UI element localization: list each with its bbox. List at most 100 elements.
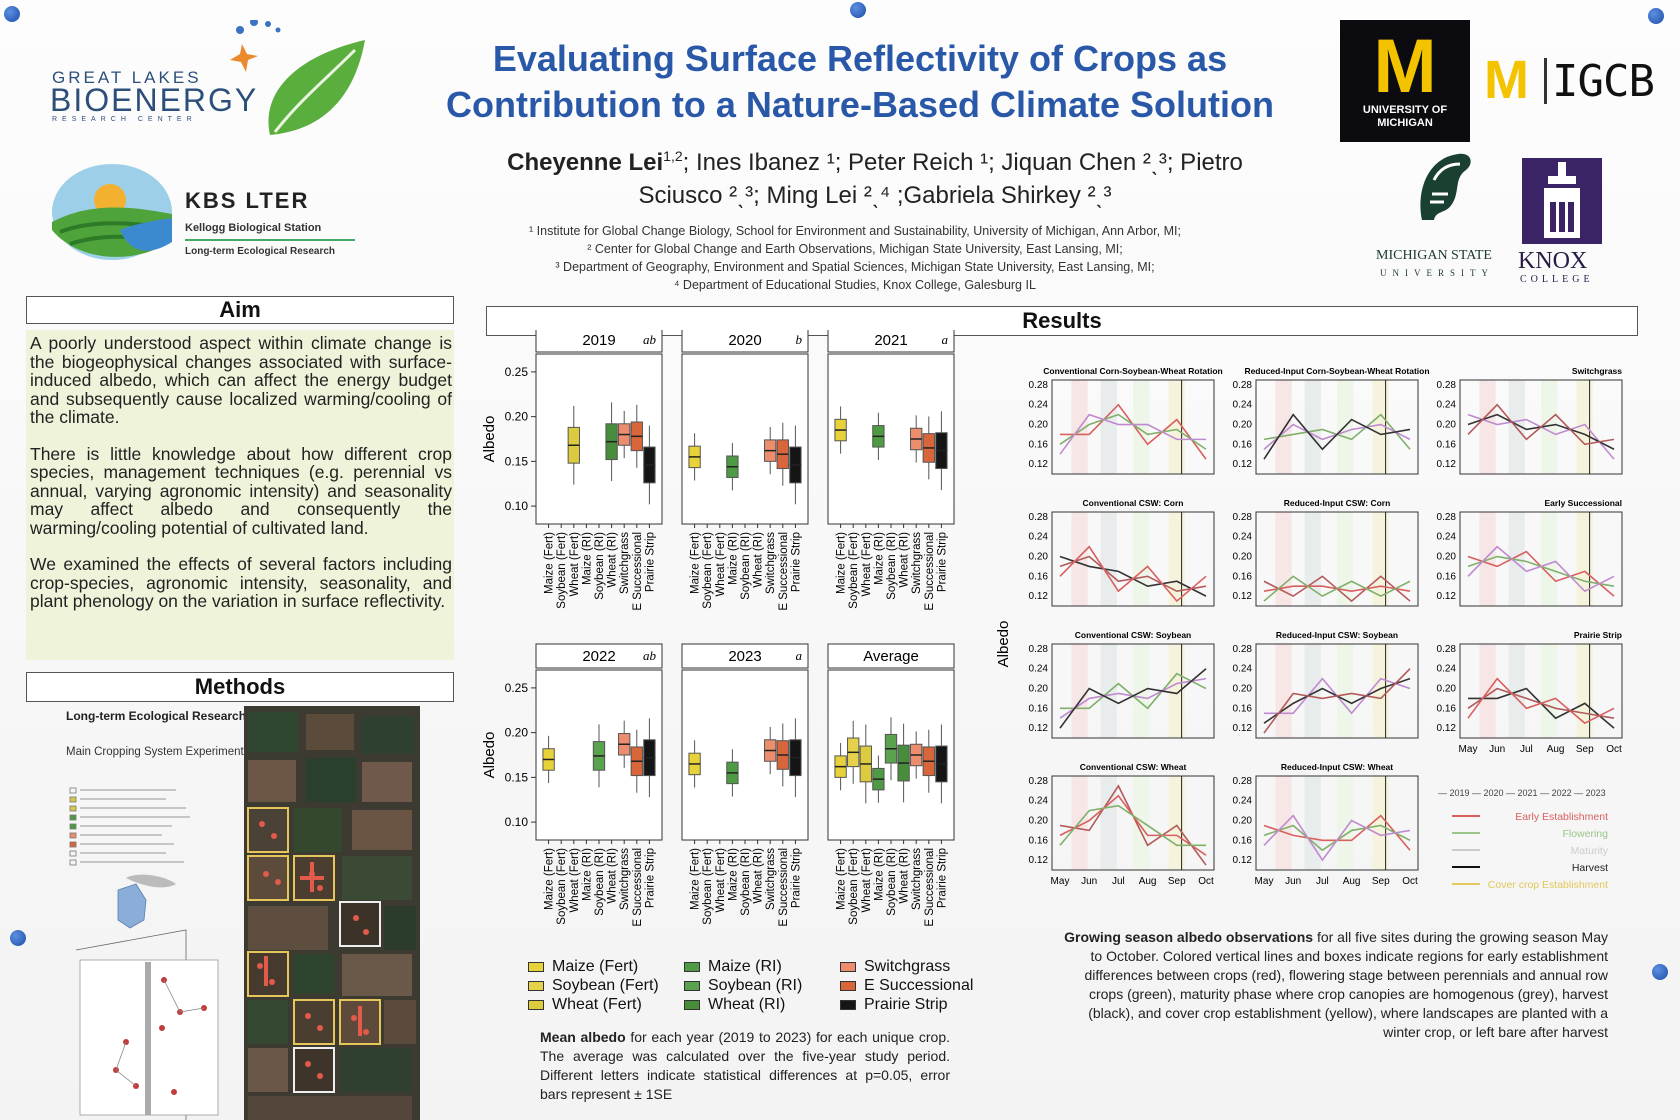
phenology-band (1133, 380, 1150, 474)
line-y-tick-label: 0.20 (1233, 420, 1253, 431)
line-y-tick-label: 0.20 (1233, 552, 1253, 563)
glbrc-line1: GREAT LAKES (52, 68, 202, 87)
x-tick-label: Maize (Fert) (690, 532, 702, 594)
line-y-tick-label: 0.16 (1029, 703, 1049, 714)
line-x-tick-label: Jun (1285, 876, 1301, 887)
legend-label: Wheat (RI) (708, 996, 786, 1013)
line-y-tick-label: 0.12 (1437, 591, 1457, 602)
panel-frame (681, 669, 809, 841)
x-tick-label: Soybean (RI) (740, 532, 752, 600)
x-tick-label: Maize (Fert) (836, 848, 848, 910)
landscape-icon (52, 164, 172, 260)
panel-label: 2019 (582, 332, 615, 349)
x-tick-label: Prairie Strip (644, 532, 656, 592)
x-tick-label: Wheat (RI) (899, 532, 911, 588)
x-tick-label: Wheat (Fert) (861, 848, 873, 913)
kbs-line1: Kellogg Biological Station (185, 222, 322, 234)
line-y-tick-label: 0.20 (1233, 816, 1253, 827)
panel-label: Average (863, 648, 919, 665)
map-subtitle: Main Cropping System Experiment Site (66, 746, 267, 758)
x-tick-label: Switchgrass (765, 848, 777, 910)
x-tick-label: E Successional (632, 848, 644, 927)
phenology-band (1100, 380, 1117, 474)
line-y-tick-label: 0.24 (1437, 532, 1457, 543)
phenology-band (1372, 644, 1389, 738)
x-tick-label: Wheat (Fert) (569, 848, 581, 913)
line-y-tick-label: 0.12 (1029, 591, 1049, 602)
line-y-tick-label: 0.24 (1437, 400, 1457, 411)
legend-swatch (528, 962, 544, 972)
legend-label: E Successional (864, 977, 974, 994)
line-panel-frame (1459, 643, 1623, 739)
msu-logo: MICHIGAN STATE UNIVERSITY (1370, 150, 1520, 285)
line-y-tick-label: 0.20 (1437, 420, 1457, 431)
igcb-divider (1544, 58, 1547, 104)
line-panel: Reduced-Input Corn-Soybean-Wheat Rotatio… (1233, 366, 1430, 475)
line-y-tick-label: 0.24 (1437, 664, 1457, 675)
x-tick-label: Wheat (Fert) (861, 532, 873, 597)
line-x-tick-label: Jun (1081, 876, 1097, 887)
line-panel-title: Conventional Corn-Soybean-Wheat Rotation (1043, 366, 1222, 376)
year-series-line (1059, 413, 1206, 455)
title-line1: Evaluating Surface Reflectivity of Crops… (492, 38, 1228, 79)
phenology-band (1372, 512, 1389, 606)
x-tick-label: Maize (RI) (727, 532, 739, 585)
panel-label: 2023 (728, 648, 761, 665)
line-x-tick-label: Oct (1198, 876, 1214, 887)
x-tick-label: Wheat (RI) (607, 848, 619, 904)
significance-letter: a (942, 332, 949, 347)
x-tick-label: E Successional (778, 532, 790, 611)
line-y-tick-label: 0.16 (1233, 571, 1253, 582)
aim-paragraph: We examined the effects of several facto… (30, 554, 452, 611)
y-tick-label: 0.20 (505, 726, 529, 740)
boxplot-panel: 2023 a Maize (Fert) Soybean (Fert) Wheat (Fe… (681, 643, 809, 927)
line-y-tick-label: 0.12 (1437, 723, 1457, 734)
year-series-line (1059, 545, 1207, 603)
line-panel-title: Conventional CSW: Soybean (1075, 630, 1192, 640)
line-y-tick-label: 0.20 (1029, 552, 1049, 563)
line-panel-title: Reduced-Input CSW: Soybean (1276, 630, 1398, 640)
umich-block-m: M (1373, 24, 1437, 109)
line-y-tick-label: 0.16 (1437, 703, 1457, 714)
phenology-band (1133, 512, 1150, 606)
line-panel-title: Reduced-Input CSW: Wheat (1281, 762, 1393, 772)
x-tick-label: Wheat (RI) (899, 848, 911, 904)
x-tick-label: Wheat (RI) (753, 532, 765, 588)
michigan-map-icon (117, 883, 147, 929)
affiliation: ⁴ Department of Educational Studies, Kno… (674, 278, 1036, 292)
y-tick-label: 0.15 (505, 454, 529, 468)
x-tick-label: Soybean (Fert) (848, 532, 860, 609)
aim-paragraph: There is little knowledge about how diff… (30, 443, 452, 538)
year-series-line (1263, 413, 1411, 460)
line-y-tick-label: 0.20 (1029, 420, 1049, 431)
kbs-lter-logo: KBS LTER Kellogg Biological Station Long… (50, 160, 380, 270)
boxplot-panel: 2021 a Maize (Fert) Soybean (Fert) Wheat (Fe… (827, 330, 955, 611)
map-key-and-diagram (69, 787, 219, 1120)
phenology-band (1541, 512, 1558, 606)
knox-line2: COLLEGE (1520, 274, 1594, 285)
line-y-tick-label: 0.24 (1233, 796, 1253, 807)
line-panel-frame (1255, 775, 1419, 871)
line-x-tick-label: Aug (1343, 876, 1361, 887)
line-y-tick-label: 0.24 (1029, 796, 1049, 807)
pushpin-icon (850, 2, 866, 18)
line-panel: Conventional CSW: Wheat 0.12 0.16 0.20 0.24 0… (1029, 762, 1215, 887)
line-legend-label: Early Establishment (1515, 811, 1608, 823)
aim-text: A poorly understood aspect within climat… (26, 330, 454, 660)
line-y-tick-label: 0.28 (1233, 776, 1253, 787)
legend-label: Wheat (Fert) (552, 996, 642, 1013)
phenology-band (1168, 644, 1185, 738)
affiliations: ¹ Institute for Global Change Biology, S… (440, 222, 1270, 294)
kbs-line2: Long-term Ecological Research (185, 246, 336, 257)
line-panel: Reduced-Input CSW: Soybean 0.12 0.16 0.20 0.… (1233, 630, 1419, 739)
line-y-tick-label: 0.20 (1029, 816, 1049, 827)
methods-heading: Methods (26, 672, 454, 702)
line-y-tick-label: 0.20 (1437, 684, 1457, 695)
y-axis-label: Albedo (481, 732, 498, 779)
authors-line2: Sciusco ²ˎ³; Ming Lei ²ˎ⁴ ;Gabriela Shir… (638, 182, 1112, 209)
line-legend-label: Cover crop Establishment (1488, 879, 1608, 891)
x-tick-label: Soybean (RI) (886, 848, 898, 916)
umich-logo: M UNIVERSITY OF MICHIGAN (1340, 20, 1470, 142)
